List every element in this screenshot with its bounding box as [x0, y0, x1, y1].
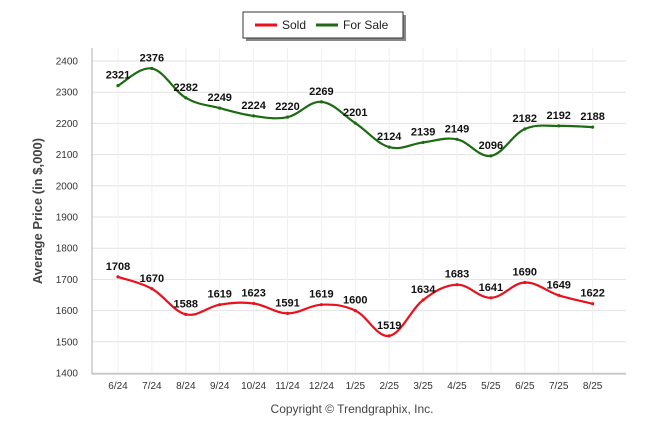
data-point-sold: [116, 275, 120, 279]
y-tick-label: 1600: [56, 306, 79, 317]
data-point-sold: [387, 334, 391, 338]
data-label-sold: 1622: [580, 288, 604, 300]
data-point-for-sale: [252, 114, 256, 118]
x-tick-label: 1/25: [346, 381, 366, 392]
x-tick-label: 6/25: [515, 381, 535, 392]
data-label-for-sale: 2376: [140, 52, 164, 64]
data-point-for-sale: [455, 137, 459, 141]
y-tick-label: 2200: [56, 119, 79, 130]
y-tick-label: 1500: [56, 337, 79, 348]
y-tick-label: 1400: [56, 369, 79, 380]
data-label-for-sale: 2249: [207, 92, 231, 104]
y-tick-label: 2400: [56, 57, 79, 68]
data-label-for-sale: 2282: [174, 82, 198, 94]
data-label-sold: 1619: [207, 289, 231, 301]
data-label-for-sale: 2224: [241, 100, 266, 112]
data-label-sold: 1670: [140, 273, 164, 285]
copyright-text: Copyright © Trendgraphix, Inc.: [271, 402, 434, 416]
x-tick-label: 7/25: [549, 381, 569, 392]
data-point-sold: [252, 301, 256, 306]
data-point-for-sale: [523, 127, 527, 131]
data-point-for-sale: [319, 100, 323, 104]
data-point-sold: [489, 296, 493, 300]
y-tick-label: 2100: [56, 150, 79, 161]
data-point-sold: [285, 311, 290, 316]
data-label-sold: 1600: [343, 295, 367, 307]
x-tick-label: 7/24: [142, 381, 162, 392]
x-tick-label: 4/25: [447, 381, 467, 392]
y-axis-ticks: 1400 1500 1600 1700 1800 1900 2000 2100 2200 2300…: [56, 57, 79, 380]
x-tick-label: 11/24: [275, 381, 300, 392]
data-point-for-sale: [353, 121, 357, 125]
data-label-for-sale: 2096: [479, 140, 503, 152]
data-point-sold: [591, 302, 595, 306]
x-tick-label: 5/25: [481, 381, 501, 392]
y-axis-label: Average Price (in $,000): [30, 138, 45, 284]
data-point-for-sale: [184, 96, 188, 100]
data-point-sold: [184, 312, 188, 316]
x-tick-label: 12/24: [309, 381, 334, 392]
data-label-sold: 1591: [275, 297, 299, 309]
legend: Sold For Sale: [242, 11, 406, 41]
data-point-sold: [455, 283, 459, 287]
data-label-sold: 1708: [106, 261, 130, 273]
data-label-for-sale: 2321: [106, 70, 130, 82]
data-label-sold: 1690: [513, 267, 537, 279]
grid-lines: [92, 48, 626, 374]
data-point-for-sale: [591, 125, 595, 129]
data-point-for-sale: [218, 106, 222, 110]
data-label-for-sale: 2192: [546, 110, 570, 122]
data-label-sold: 1623: [241, 287, 265, 299]
data-point-sold: [319, 303, 323, 307]
x-tick-label: 6/24: [108, 381, 128, 392]
x-tick-label: 8/24: [176, 381, 196, 392]
y-tick-label: 1700: [56, 275, 79, 286]
data-point-sold: [150, 287, 154, 291]
y-tick-label: 2000: [56, 181, 79, 192]
data-label-sold: 1619: [309, 289, 333, 301]
data-label-for-sale: 2188: [580, 111, 604, 123]
data-label-sold: 1641: [479, 282, 503, 294]
data-label-for-sale: 2149: [445, 123, 469, 135]
x-tick-label: 10/24: [241, 381, 266, 392]
x-axis-ticks: 6/24 7/24 8/24 9/24 10/24 11/24 12/24 1/25 2/25 3…: [108, 381, 603, 392]
data-label-sold: 1683: [445, 269, 469, 281]
data-point-for-sale: [387, 145, 391, 149]
series-group: 1708 1670 1588 1619 1623 1591 1619 1600 1519 1634…: [106, 52, 605, 338]
x-tick-label: 9/24: [210, 381, 230, 392]
data-label-sold: 1649: [546, 279, 570, 291]
y-tick-label: 1900: [56, 213, 79, 224]
data-point-for-sale: [421, 140, 425, 145]
legend-for-sale-label: For Sale: [343, 18, 389, 32]
data-point-sold: [557, 293, 561, 297]
x-tick-label: 2/25: [379, 381, 399, 392]
data-point-sold: [218, 303, 222, 307]
data-point-sold: [421, 298, 425, 302]
data-point-sold: [353, 309, 357, 313]
data-label-for-sale: 2182: [513, 113, 537, 125]
data-point-sold: [523, 280, 527, 285]
data-label-for-sale: 2139: [411, 126, 435, 138]
data-label-for-sale: 2220: [275, 101, 299, 113]
data-label-for-sale: 2201: [343, 107, 367, 119]
data-point-for-sale: [489, 154, 493, 158]
x-tick-label: 3/25: [413, 381, 433, 392]
data-label-for-sale: 2269: [309, 86, 333, 98]
data-point-for-sale: [557, 124, 561, 128]
x-tick-label: 8/25: [583, 381, 603, 392]
data-point-for-sale: [116, 84, 120, 88]
data-label-sold: 1588: [174, 298, 198, 310]
data-label-for-sale: 2124: [377, 131, 402, 143]
y-tick-label: 2300: [56, 88, 79, 99]
y-tick-label: 1800: [56, 244, 79, 255]
data-label-sold: 1634: [411, 284, 436, 296]
legend-sold-label: Sold: [282, 18, 306, 32]
data-point-for-sale: [150, 66, 154, 71]
data-label-sold: 1519: [377, 320, 401, 332]
data-point-for-sale: [285, 115, 290, 119]
